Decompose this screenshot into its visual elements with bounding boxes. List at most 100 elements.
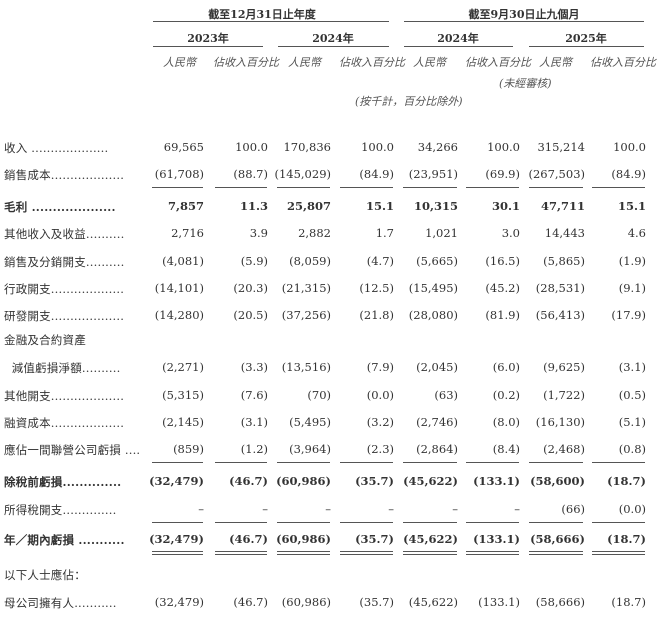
row-label: 應佔一間聯營公司虧損 .... <box>4 443 141 457</box>
rmb-value: – <box>325 502 331 516</box>
year-header: 2024年 <box>437 32 479 45</box>
rmb-value: (60,986) <box>276 532 331 546</box>
rmb-value: (1,722) <box>543 388 585 402</box>
unaudited-note: (未經審核) <box>499 77 552 90</box>
pct-value: (16.5) <box>485 254 520 268</box>
rmb-value: (45,622) <box>403 474 458 488</box>
col-pct: 佔收入百分比 <box>213 56 279 69</box>
rmb-value: (45,622) <box>403 532 458 546</box>
rmb-value: 14,443 <box>544 226 585 240</box>
pct-value: 15.1 <box>365 199 394 213</box>
row-label: 收入 .................... <box>4 141 109 155</box>
subtotal-underline <box>466 522 519 523</box>
pct-value: 100.0 <box>487 140 520 154</box>
pct-value: 1.7 <box>375 226 394 240</box>
rmb-value: (60,986) <box>281 595 331 609</box>
pct-value: (7.6) <box>240 388 268 402</box>
pct-value: (0.2) <box>492 388 520 402</box>
pct-value: (5.1) <box>618 415 646 429</box>
subtotal-underline <box>340 187 393 188</box>
pct-value: (45.2) <box>485 281 520 295</box>
rmb-value: (2,145) <box>162 415 204 429</box>
pct-value: (35.7) <box>355 474 394 488</box>
pct-value: (133.1) <box>473 474 520 488</box>
rmb-value: (267,503) <box>528 167 585 181</box>
col-pct: 佔收入百分比 <box>590 56 656 69</box>
rmb-value: (2,045) <box>416 360 458 374</box>
rmb-value: 25,807 <box>286 199 331 213</box>
pct-value: (7.9) <box>366 360 394 374</box>
pct-value: (0.5) <box>618 388 646 402</box>
row-label: 行政開支................... <box>4 282 125 296</box>
pct-value: (3.1) <box>240 415 268 429</box>
year-header: 2024年 <box>312 32 354 45</box>
row-label: 銷售及分銷開支.......... <box>4 255 125 269</box>
pct-value: 100.0 <box>235 140 268 154</box>
pct-value: (8.4) <box>492 442 520 456</box>
rmb-value: (14,280) <box>154 308 204 322</box>
pct-value: (18.7) <box>607 532 646 546</box>
pct-value: (0.8) <box>618 442 646 456</box>
row-label: 除稅前虧損.............. <box>4 475 122 489</box>
pct-value: (20.3) <box>233 281 268 295</box>
rmb-value: (60,986) <box>276 474 331 488</box>
rmb-value: 315,214 <box>537 140 585 154</box>
row-label: 以下人士應佔： <box>4 568 86 582</box>
divider <box>278 46 389 47</box>
rmb-value: (14,101) <box>154 281 204 295</box>
pct-value: (18.7) <box>607 474 646 488</box>
subtotal-underline <box>215 462 267 463</box>
rmb-value: (32,479) <box>149 474 204 488</box>
row-label: 減值虧損淨額.......... <box>4 361 121 375</box>
pct-value: (5.9) <box>240 254 268 268</box>
divider <box>153 21 389 22</box>
pct-value: (1.2) <box>240 442 268 456</box>
pct-value: (4.7) <box>366 254 394 268</box>
pct-value: (0.0) <box>366 388 394 402</box>
total-double-underline <box>592 551 645 552</box>
subtotal-underline <box>277 462 330 463</box>
subtotal-underline <box>215 187 267 188</box>
rmb-value: 1,021 <box>425 226 458 240</box>
rmb-value: (56,413) <box>535 308 585 322</box>
row-label: 毛利 .................... <box>4 200 116 214</box>
rmb-value: 7,857 <box>167 199 204 213</box>
pct-value: (1.9) <box>618 254 646 268</box>
subtotal-underline <box>466 187 519 188</box>
rmb-value: (4,081) <box>162 254 204 268</box>
subtotal-underline <box>529 522 583 523</box>
col-pct: 佔收入百分比 <box>339 56 405 69</box>
rmb-value: 10,315 <box>413 199 458 213</box>
rmb-value: (13,516) <box>281 360 331 374</box>
divider <box>404 21 644 22</box>
pct-value: (81.9) <box>485 308 520 322</box>
row-label: 其他開支................... <box>4 389 125 403</box>
col-rmb: 人民幣 <box>288 56 321 69</box>
rmb-value: (23,951) <box>408 167 458 181</box>
pct-value: (46.7) <box>229 474 268 488</box>
rmb-value: (16,130) <box>535 415 585 429</box>
rmb-value: (2,271) <box>162 360 204 374</box>
rmb-value: – <box>452 502 458 516</box>
pct-value: (3.1) <box>618 360 646 374</box>
rmb-value: (5,665) <box>416 254 458 268</box>
rmb-value: 2,716 <box>171 226 204 240</box>
total-double-underline <box>466 551 519 552</box>
rmb-value: (70) <box>307 388 331 402</box>
year-header: 2025年 <box>565 32 607 45</box>
pct-value: 100.0 <box>361 140 394 154</box>
subtotal-underline <box>152 462 203 463</box>
subtotal-underline <box>403 522 457 523</box>
total-double-underline <box>592 554 645 555</box>
nine-month-period-header: 截至9月30日止九個月 <box>468 8 580 21</box>
pct-value: (88.7) <box>233 167 268 181</box>
pct-value: 11.3 <box>239 199 268 213</box>
divider <box>153 46 263 47</box>
rmb-value: (28,080) <box>408 308 458 322</box>
fy-period-header: 截至12月31日止年度 <box>208 8 316 21</box>
row-label: 其他收入及收益.......... <box>4 227 125 241</box>
total-double-underline <box>152 551 203 552</box>
total-double-underline <box>466 554 519 555</box>
rmb-value: (5,865) <box>543 254 585 268</box>
row-label: 研發開支................... <box>4 309 125 323</box>
